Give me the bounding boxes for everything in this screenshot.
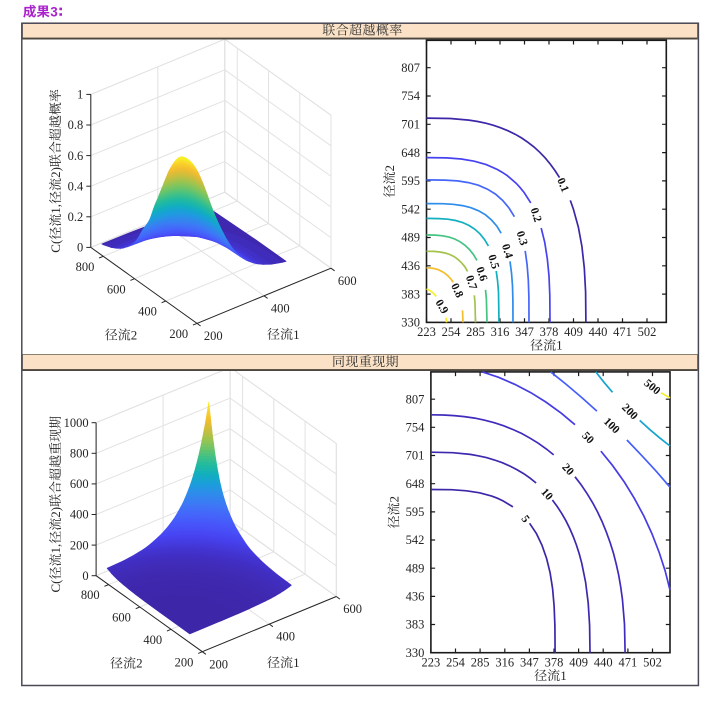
svg-text:600: 600 <box>70 477 89 491</box>
svg-text:285: 285 <box>466 325 485 339</box>
svg-text:0.8: 0.8 <box>448 282 465 300</box>
svg-text:1: 1 <box>560 668 567 683</box>
svg-text:200: 200 <box>70 538 89 552</box>
svg-text:648: 648 <box>401 146 420 160</box>
svg-text:800: 800 <box>70 447 89 461</box>
svg-text:0.7: 0.7 <box>463 274 479 292</box>
svg-text:2: 2 <box>136 656 143 671</box>
svg-text:542: 542 <box>401 202 420 216</box>
svg-text:3: 3 <box>50 4 58 19</box>
svg-text:316: 316 <box>491 325 510 339</box>
svg-text:400: 400 <box>276 630 295 644</box>
svg-text:471: 471 <box>619 656 638 670</box>
svg-text:409: 409 <box>564 325 583 339</box>
svg-text:1: 1 <box>293 655 300 670</box>
svg-text:2: 2 <box>382 165 397 172</box>
svg-text:701: 701 <box>401 118 420 132</box>
svg-text:0.3: 0.3 <box>514 230 530 248</box>
svg-text:600: 600 <box>107 282 126 296</box>
svg-text:223: 223 <box>422 656 441 670</box>
svg-text:347: 347 <box>520 656 539 670</box>
svg-text:754: 754 <box>406 421 426 435</box>
svg-text:489: 489 <box>401 231 420 245</box>
svg-text:0.2: 0.2 <box>528 206 544 224</box>
svg-text:440: 440 <box>594 656 613 670</box>
svg-text:200: 200 <box>204 329 223 343</box>
svg-text:2: 2 <box>131 327 138 342</box>
svg-text:648: 648 <box>406 477 425 491</box>
svg-text:285: 285 <box>471 656 490 670</box>
svg-text:254: 254 <box>442 325 462 339</box>
svg-text:807: 807 <box>401 61 420 75</box>
svg-text:1: 1 <box>77 88 83 102</box>
svg-text:0.6: 0.6 <box>68 149 84 163</box>
svg-text:383: 383 <box>401 287 420 301</box>
svg-text:200: 200 <box>169 327 188 341</box>
svg-text:600: 600 <box>112 611 131 625</box>
svg-text:C(: C( <box>48 580 63 593</box>
svg-text:701: 701 <box>406 449 425 463</box>
svg-text:807: 807 <box>406 392 425 406</box>
svg-text:0: 0 <box>77 241 83 255</box>
svg-text:2): 2) <box>48 167 63 178</box>
svg-text:0.1: 0.1 <box>554 176 571 194</box>
svg-text:754: 754 <box>401 89 421 103</box>
svg-text:0: 0 <box>82 569 88 583</box>
svg-text:C(: C( <box>48 240 63 253</box>
svg-text:2): 2) <box>48 507 63 518</box>
svg-text:1: 1 <box>556 338 563 353</box>
svg-text:502: 502 <box>638 325 657 339</box>
svg-text:0.2: 0.2 <box>68 210 84 224</box>
svg-text:0.5: 0.5 <box>485 253 501 271</box>
svg-text:471: 471 <box>613 325 632 339</box>
svg-text:1,: 1, <box>48 204 63 214</box>
svg-text:2: 2 <box>386 496 401 503</box>
svg-text:1: 1 <box>293 327 300 342</box>
svg-text:0.4: 0.4 <box>68 179 84 193</box>
svg-text:436: 436 <box>406 590 425 604</box>
svg-text:440: 440 <box>589 325 608 339</box>
svg-text:595: 595 <box>406 505 425 519</box>
svg-text:600: 600 <box>338 274 357 288</box>
svg-text:330: 330 <box>406 646 425 660</box>
svg-text:595: 595 <box>401 174 420 188</box>
svg-text:223: 223 <box>417 325 436 339</box>
svg-text:0.4: 0.4 <box>499 243 515 261</box>
svg-text:383: 383 <box>406 618 425 632</box>
svg-text:1,: 1, <box>48 544 63 554</box>
svg-text:489: 489 <box>406 561 425 575</box>
svg-text:378: 378 <box>545 656 564 670</box>
svg-text:254: 254 <box>446 656 466 670</box>
svg-text:400: 400 <box>138 305 157 319</box>
svg-text:1000: 1000 <box>64 416 89 430</box>
svg-text:316: 316 <box>495 656 514 670</box>
svg-text:347: 347 <box>515 325 534 339</box>
svg-text:400: 400 <box>271 301 290 315</box>
svg-text:542: 542 <box>406 533 425 547</box>
svg-text:0.8: 0.8 <box>68 118 84 132</box>
svg-text:378: 378 <box>540 325 559 339</box>
svg-text:800: 800 <box>76 260 95 274</box>
svg-text:330: 330 <box>401 316 420 330</box>
svg-text:400: 400 <box>70 508 89 522</box>
svg-text:502: 502 <box>643 656 662 670</box>
svg-text:600: 600 <box>343 602 362 616</box>
svg-text:409: 409 <box>569 656 588 670</box>
svg-text:436: 436 <box>401 259 420 273</box>
svg-text:0.6: 0.6 <box>473 265 489 283</box>
svg-text:800: 800 <box>81 588 100 602</box>
svg-text:200: 200 <box>209 657 228 671</box>
svg-text:400: 400 <box>143 633 162 647</box>
svg-text:200: 200 <box>175 655 194 669</box>
